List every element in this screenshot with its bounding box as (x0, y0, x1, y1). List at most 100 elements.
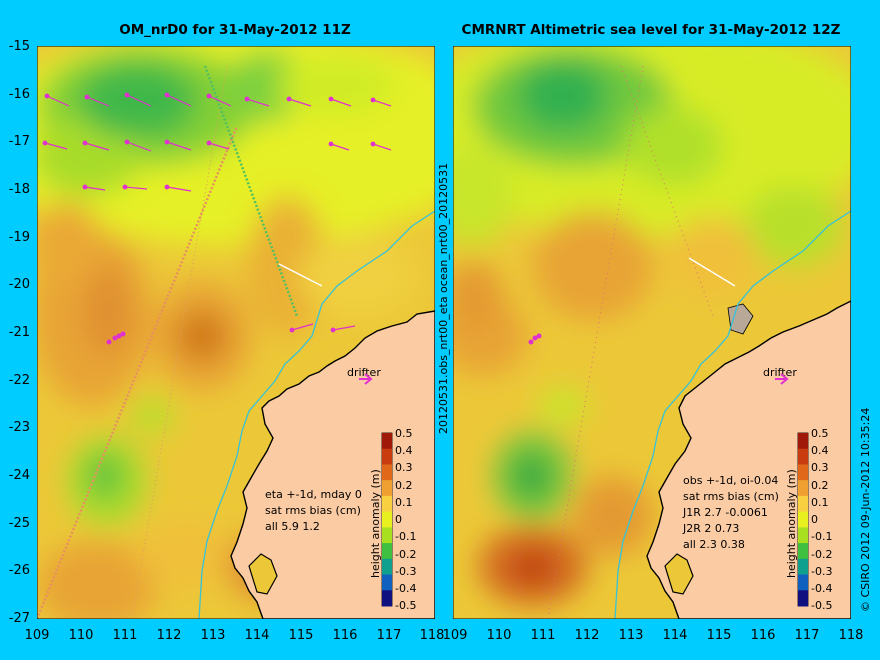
colorbar-label: height anomaly (m) (369, 469, 382, 578)
colorbar-segment (382, 433, 392, 450)
lat-tick: -21 (8, 325, 30, 340)
colorbar-tick: -0.5 (811, 599, 832, 612)
right-panel-title: CMRNRT Altimetric sea level for 31-May-2… (461, 22, 841, 38)
colorbar-tick: 0 (811, 513, 818, 526)
lon-tick: 114 (244, 628, 270, 643)
colorbar-tick: 0.1 (395, 496, 413, 509)
colorbar-ticks: 0.5 0.4 0.3 0.2 0.1 0 -0.1 -0.2 -0.3 -0.… (395, 427, 416, 612)
colorbar-tick: 0.2 (811, 479, 829, 492)
lat-tick: -25 (8, 516, 30, 531)
colorbar-tick: 0.4 (395, 444, 413, 457)
colorbar-tick: -0.3 (811, 565, 832, 578)
colorbar-segment (382, 495, 392, 513)
colorbar-segment (798, 590, 808, 607)
lat-tick: -19 (8, 230, 30, 245)
colorbar-tick: 0.5 (395, 427, 413, 440)
drifter-cluster (528, 333, 542, 345)
satellite-track (547, 65, 644, 619)
colorbar-tick: -0.1 (395, 530, 416, 543)
annotation-line: sat rms bias (cm) (683, 490, 779, 503)
lon-tick: 112 (156, 628, 182, 643)
colorbar-segment (798, 448, 808, 465)
satellite-track (131, 65, 228, 619)
stats-annotation: obs +-1d, oi-0.04 sat rms bias (cm) J1R … (682, 474, 779, 551)
colorbar-segment (382, 558, 392, 576)
colorbar-tick: 0.4 (811, 444, 829, 457)
lat-tick: -17 (8, 134, 30, 149)
stats-annotation: eta +-1d, mday 0 sat rms bias (cm) all 5… (265, 488, 362, 533)
lon-tick: 116 (332, 628, 358, 643)
colorbar-segment (798, 480, 808, 497)
colorbar-tick: 0.3 (395, 461, 413, 474)
lat-tick: -26 (8, 563, 30, 578)
left-panel-title: OM_nrD0 for 31-May-2012 11Z (119, 22, 351, 38)
lon-tick: 113 (618, 628, 644, 643)
colorbar-segment (382, 543, 392, 560)
drifter-arrow-icon (775, 373, 789, 385)
annotation-line: J1R 2.7 -0.0061 (682, 506, 768, 519)
shark-bay-peninsula (664, 553, 694, 595)
drifter-arrow-icon (359, 373, 373, 385)
lon-tick: 117 (794, 628, 820, 643)
colorbar-segment (798, 433, 808, 450)
colorbar-tick: 0.5 (811, 427, 829, 440)
lat-tick: -22 (8, 373, 30, 388)
colorbar-segment (798, 511, 808, 528)
colorbar-segment (798, 464, 808, 481)
lon-tick: 118 (838, 628, 864, 643)
drifter-cluster (106, 331, 126, 345)
colorbar-segment (382, 464, 392, 481)
colorbar-segment (798, 495, 808, 513)
colorbar-tick: -0.4 (811, 582, 832, 595)
colorbar-tick: -0.1 (811, 530, 832, 543)
lon-tick: 111 (530, 628, 556, 643)
lon-tick: 114 (662, 628, 688, 643)
annotation-line: obs +-1d, oi-0.04 (683, 474, 778, 487)
section-line (278, 263, 323, 287)
bathymetry-contour (614, 210, 851, 619)
right-side-label: © CSIRO 2012 09-Jun-2012 10:35:24 (859, 407, 872, 612)
annotation-line: all 5.9 1.2 (265, 520, 320, 533)
satellite-track (203, 65, 299, 317)
shark-bay-peninsula (248, 553, 278, 595)
lat-tick: -18 (8, 182, 30, 197)
colorbar-segment (382, 480, 392, 497)
lon-tick: 115 (288, 628, 314, 643)
colorbar-tick: -0.5 (395, 599, 416, 612)
lat-tick: -24 (8, 468, 30, 483)
lon-tick: 116 (750, 628, 776, 643)
colorbar-segment (798, 574, 808, 591)
section-line (688, 257, 736, 287)
lon-tick: 110 (68, 628, 94, 643)
annotation-line: J2R 2 0.73 (682, 522, 739, 535)
colorbar-tick: 0 (395, 513, 402, 526)
left-map-panel: drifter eta +-1d, (37, 46, 435, 619)
current-vectors (42, 92, 392, 333)
lon-tick: 112 (574, 628, 600, 643)
bathymetry-contour (198, 210, 435, 619)
annotation-line: sat rms bias (cm) (265, 504, 361, 517)
lon-tick: 115 (706, 628, 732, 643)
lon-tick: 117 (376, 628, 402, 643)
colorbar-tick: -0.2 (811, 548, 832, 561)
lat-tick: -27 (8, 611, 30, 626)
colorbar: 0.5 0.4 0.3 0.2 0.1 0 -0.1 -0.2 -0.3 -0.… (369, 427, 416, 612)
annotation-line: eta +-1d, mday 0 (265, 488, 362, 501)
colorbar-segment (382, 590, 392, 607)
colorbar-tick: -0.4 (395, 582, 416, 595)
colorbar-tick: 0.2 (395, 479, 413, 492)
colorbar-ticks: 0.5 0.4 0.3 0.2 0.1 0 -0.1 -0.2 -0.3 -0.… (811, 427, 832, 612)
lon-tick: 110 (486, 628, 512, 643)
colorbar: 0.5 0.4 0.3 0.2 0.1 0 -0.1 -0.2 -0.3 -0.… (785, 427, 832, 612)
colorbar-tick: 0.1 (811, 496, 829, 509)
colorbar-segment (798, 527, 808, 544)
lon-tick: 111 (112, 628, 138, 643)
lon-tick: 109 (442, 628, 468, 643)
colorbar-tick: -0.3 (395, 565, 416, 578)
colorbar-segment (798, 558, 808, 576)
colorbar-segment (382, 448, 392, 465)
drifter-label: drifter (763, 366, 797, 379)
lat-tick: -15 (8, 39, 30, 54)
lon-tick: 118 (419, 628, 445, 643)
lat-tick: -23 (8, 420, 30, 435)
